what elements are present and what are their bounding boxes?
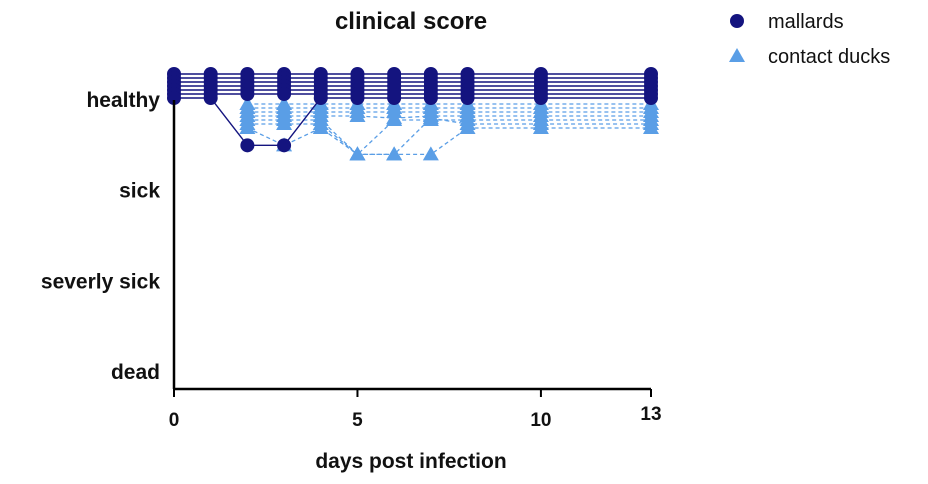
data-point <box>240 138 255 153</box>
data-point <box>386 112 403 126</box>
data-point <box>643 120 659 134</box>
data-point <box>532 120 549 134</box>
data-point <box>203 91 218 105</box>
data-point <box>422 110 439 125</box>
legend-circle-marker <box>730 14 744 28</box>
data-point <box>350 91 365 105</box>
data-point <box>422 146 439 161</box>
legend-item-contact-ducks: contact ducks <box>729 46 890 68</box>
legend-triangle-marker <box>729 48 745 62</box>
data-point <box>239 120 256 134</box>
data-point <box>349 146 366 161</box>
x-tick-label: 0 <box>169 410 180 431</box>
data-point <box>386 146 403 161</box>
legend-item-mallards: mallards <box>730 11 844 33</box>
y-tick-label: severly sick <box>41 270 160 293</box>
y-tick-label: healthy <box>86 89 160 112</box>
data-point <box>313 91 328 105</box>
data-point <box>349 108 366 122</box>
data-point <box>644 91 658 105</box>
data-point <box>387 91 402 105</box>
data-point <box>423 91 438 105</box>
data-point <box>277 87 292 101</box>
data-point <box>312 120 329 134</box>
series-line <box>247 127 651 156</box>
data-point <box>240 87 255 101</box>
y-ticks: healthy sick severly sick dead <box>41 89 160 384</box>
y-tick-label: dead <box>111 361 160 384</box>
data-point <box>276 116 293 130</box>
legend-label-contact-ducks: contact ducks <box>768 46 890 68</box>
data-point <box>460 91 475 105</box>
series-line <box>247 119 651 156</box>
series-mallards <box>167 67 658 153</box>
x-ticks: 0 5 10 13 <box>169 389 662 431</box>
x-tick-label: 5 <box>352 410 363 431</box>
series-layer <box>167 67 659 161</box>
data-point <box>167 91 181 105</box>
legend: mallards contact ducks <box>729 11 890 68</box>
data-point <box>459 120 476 134</box>
x-axis-label: days post infection <box>315 450 506 473</box>
series-contact-ducks <box>239 96 659 161</box>
series-line <box>247 117 651 156</box>
data-point <box>277 138 292 153</box>
x-tick-label: 10 <box>530 410 551 431</box>
legend-label-mallards: mallards <box>768 11 844 33</box>
plot-area: 0 5 10 13 healthy sick severly sick dead <box>41 67 662 431</box>
series-line <box>247 115 651 119</box>
data-point <box>533 91 548 105</box>
chart-title: clinical score <box>335 8 487 35</box>
x-tick-label: 13 <box>640 404 661 425</box>
y-tick-label: sick <box>119 180 160 203</box>
